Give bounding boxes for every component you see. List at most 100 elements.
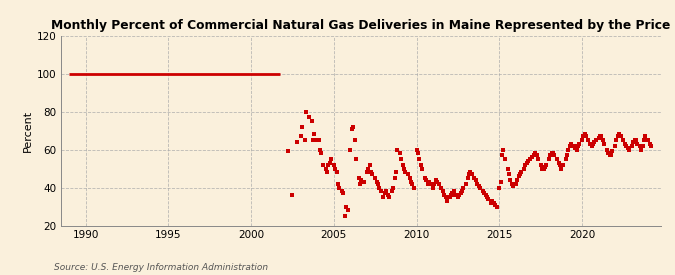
Point	[535, 163, 546, 167]
Point	[533, 157, 543, 161]
Point	[546, 151, 557, 156]
Point	[562, 153, 572, 158]
Point	[404, 176, 415, 180]
Point	[472, 182, 483, 186]
Point	[296, 134, 306, 139]
Point	[433, 182, 444, 186]
Point	[362, 170, 373, 175]
Point	[283, 149, 294, 154]
Point	[291, 140, 302, 144]
Point	[552, 157, 563, 161]
Point	[483, 197, 493, 201]
Point	[477, 189, 488, 194]
Point	[485, 200, 496, 205]
Point	[452, 195, 463, 199]
Point	[323, 163, 333, 167]
Point	[582, 138, 593, 142]
Point	[456, 191, 466, 196]
Point	[555, 163, 566, 167]
Point	[646, 144, 657, 148]
Point	[364, 163, 375, 167]
Point	[333, 182, 344, 186]
Point	[379, 191, 390, 196]
Point	[421, 178, 431, 182]
Point	[587, 144, 597, 148]
Point	[516, 170, 526, 175]
Point	[610, 144, 620, 148]
Point	[363, 166, 374, 171]
Point	[447, 191, 458, 196]
Point	[441, 199, 452, 203]
Point	[436, 185, 447, 190]
Point	[317, 163, 328, 167]
Point	[603, 151, 614, 156]
Point	[491, 204, 502, 209]
Point	[462, 176, 473, 180]
Point	[337, 189, 348, 194]
Point	[560, 157, 571, 161]
Point	[448, 189, 459, 194]
Point	[498, 147, 509, 152]
Point	[349, 138, 360, 142]
Point	[543, 157, 554, 161]
Point	[356, 178, 367, 182]
Point	[529, 153, 539, 158]
Point	[530, 151, 541, 156]
Point	[574, 142, 585, 146]
Point	[415, 163, 426, 167]
Point	[457, 189, 468, 194]
Point	[541, 163, 551, 167]
Point	[490, 202, 501, 207]
Point	[437, 189, 448, 194]
Point	[461, 182, 472, 186]
Point	[523, 159, 534, 163]
Point	[315, 147, 325, 152]
Point	[458, 185, 469, 190]
Point	[431, 178, 441, 182]
Point	[572, 144, 583, 148]
Point	[510, 182, 521, 186]
Point	[644, 142, 655, 146]
Point	[547, 151, 558, 156]
Point	[621, 144, 632, 148]
Point	[425, 182, 435, 186]
Point	[312, 138, 323, 142]
Point	[538, 166, 549, 171]
Point	[313, 138, 324, 142]
Text: Source: U.S. Energy Information Administration: Source: U.S. Energy Information Administ…	[54, 263, 268, 272]
Point	[481, 195, 492, 199]
Point	[416, 166, 427, 171]
Point	[329, 163, 340, 167]
Point	[320, 166, 331, 171]
Point	[564, 144, 575, 148]
Point	[611, 138, 622, 142]
Point	[308, 138, 319, 142]
Point	[331, 170, 342, 175]
Point	[497, 153, 508, 158]
Point	[382, 193, 393, 197]
Point	[375, 189, 386, 194]
Point	[367, 172, 378, 177]
Point	[514, 172, 525, 177]
Point	[348, 125, 358, 129]
Point	[545, 153, 556, 158]
Point	[345, 147, 356, 152]
Point	[539, 164, 550, 169]
Point	[549, 153, 560, 158]
Point	[553, 161, 564, 165]
Point	[342, 208, 353, 213]
Point	[300, 138, 310, 142]
Point	[406, 180, 416, 184]
Point	[296, 125, 307, 129]
Point	[358, 180, 369, 184]
Point	[588, 142, 599, 146]
Point	[334, 185, 345, 190]
Y-axis label: Percent: Percent	[23, 109, 32, 152]
Point	[346, 126, 357, 131]
Point	[480, 193, 491, 197]
Point	[512, 178, 522, 182]
Point	[494, 185, 505, 190]
Point	[399, 166, 410, 171]
Point	[428, 185, 439, 190]
Point	[357, 180, 368, 184]
